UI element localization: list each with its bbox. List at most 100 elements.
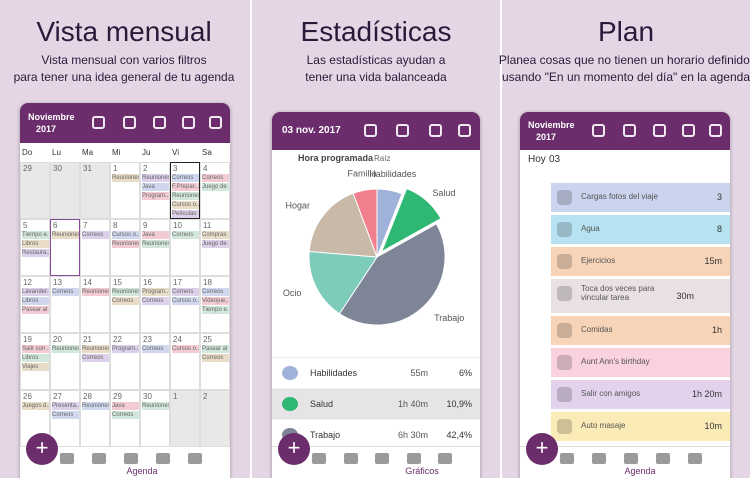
day-cell[interactable]: 17 Correos Cursos o... xyxy=(170,276,200,333)
year-label[interactable]: 2017 xyxy=(36,124,57,134)
toolbar-icon[interactable] xyxy=(92,116,105,129)
day-cell[interactable]: 13 Correos xyxy=(50,276,80,333)
day-cell[interactable]: 3 Correos F.Prepar... Reuniones Cursos o... P… xyxy=(170,162,200,219)
date-label[interactable]: 03 nov. 2017 xyxy=(282,125,341,136)
fab[interactable]: + xyxy=(26,433,58,465)
event: Películas xyxy=(172,210,199,218)
toolbar-icon[interactable] xyxy=(682,124,695,137)
nav-icon[interactable] xyxy=(92,453,106,464)
nav-icon[interactable] xyxy=(624,453,638,464)
month-label[interactable]: Noviembre xyxy=(28,112,75,122)
toolbar-icon[interactable] xyxy=(153,116,166,129)
toolbar-icon[interactable] xyxy=(429,124,442,137)
nav-label[interactable]: Agenda xyxy=(126,466,158,476)
task-time: 10m xyxy=(704,421,722,431)
day-cell[interactable]: 30 Reuniones xyxy=(140,390,170,447)
row-name: Habilidades xyxy=(310,368,358,378)
day-cell[interactable]: 6 Reuniones xyxy=(50,219,80,276)
task-card[interactable]: Cargas fotos del viaje 3 xyxy=(551,183,730,212)
task-card[interactable]: Aunt Ann's birthday xyxy=(551,348,730,377)
nav-label[interactable]: Agenda xyxy=(624,466,656,476)
task-name: Ejercicios xyxy=(581,256,616,265)
day-cell[interactable]: 30 xyxy=(50,162,80,219)
day-cell[interactable]: 21 Reuniones Correos xyxy=(80,333,110,390)
nav-icon[interactable] xyxy=(312,453,326,464)
day-cell[interactable]: 1 xyxy=(170,390,200,447)
day-cell[interactable]: 20 Reuniones xyxy=(50,333,80,390)
task-card[interactable]: Auto masaje 10m xyxy=(551,412,730,441)
nav-icon[interactable] xyxy=(124,453,138,464)
day-cell[interactable]: 2 xyxy=(200,390,230,447)
day-cell[interactable]: 18 Correos Videojue... Tiempo e... xyxy=(200,276,230,333)
task-card[interactable]: Agua 8 xyxy=(551,215,730,244)
day-cell[interactable]: 31 xyxy=(80,162,110,219)
day-cell[interactable]: 23 Correos xyxy=(140,333,170,390)
event: Correos xyxy=(202,288,229,296)
toolbar-icon[interactable] xyxy=(396,124,409,137)
event: Libros xyxy=(22,354,49,362)
day-cell[interactable]: 15 Reuniones Correos xyxy=(110,276,140,333)
nav-icon[interactable] xyxy=(406,453,421,464)
toolbar-icon[interactable] xyxy=(592,124,605,137)
day-cell[interactable]: 16 Program... Correos xyxy=(140,276,170,333)
toolbar-icon[interactable] xyxy=(364,124,377,137)
day-number: 15 xyxy=(113,278,122,287)
stat-row[interactable]: Habilidades 55m 6% xyxy=(272,357,480,388)
nav-icon[interactable] xyxy=(688,453,702,464)
task-icon xyxy=(557,387,572,402)
task-card[interactable]: Comidas 1h xyxy=(551,316,730,345)
day-cell[interactable]: 14 Reuniones xyxy=(80,276,110,333)
task-card[interactable]: Salir con amigos 1h 20m xyxy=(551,380,730,409)
day-cell[interactable]: 27 Presenta... Correos xyxy=(50,390,80,447)
toolbar-icon[interactable] xyxy=(123,116,136,129)
toolbar-icon[interactable] xyxy=(458,124,471,137)
nav-icon[interactable] xyxy=(156,453,170,464)
fab[interactable]: + xyxy=(278,433,310,465)
day-cell[interactable]: 9 Java Reuniones xyxy=(140,219,170,276)
day-cell[interactable]: 5 Tiempo e... Libros Restaura... xyxy=(20,219,50,276)
row-time: 6h 30m xyxy=(397,430,428,440)
month-label[interactable]: Noviembre xyxy=(528,120,575,130)
day-cell[interactable]: 24 Cursos o... xyxy=(170,333,200,390)
nav-icon[interactable] xyxy=(592,453,606,464)
year-label[interactable]: 2017 xyxy=(536,132,557,142)
fab[interactable]: + xyxy=(526,433,558,465)
day-cell[interactable]: 22 Program... xyxy=(110,333,140,390)
day-number: 20 xyxy=(53,335,62,344)
bottom-nav: Agenda + xyxy=(520,433,730,478)
toolbar-icon[interactable] xyxy=(182,116,195,129)
toolbar-icon[interactable] xyxy=(209,116,222,129)
event: Reuniones xyxy=(82,402,110,410)
day-number: 30 xyxy=(143,392,152,401)
nav-icon[interactable] xyxy=(560,453,574,464)
day-cell[interactable]: 10 Correos xyxy=(170,219,200,276)
nav-icon[interactable] xyxy=(375,453,390,464)
toolbar-icon[interactable] xyxy=(709,124,722,137)
day-cell[interactable]: 29 Java Correos xyxy=(110,390,140,447)
nav-icon[interactable] xyxy=(60,453,74,464)
day-number: 16 xyxy=(143,278,152,287)
day-cell[interactable]: 2 Reuniones Java Program... xyxy=(140,162,170,219)
task-card[interactable]: Toca dos veces para vincular tarea 30m xyxy=(551,279,730,313)
day-cell[interactable]: 1 Reuniones xyxy=(110,162,140,219)
day-cell[interactable]: 7 Correos xyxy=(80,219,110,276)
day-cell[interactable]: 28 Reuniones xyxy=(80,390,110,447)
nav-icon[interactable] xyxy=(188,453,202,464)
day-cell[interactable]: 29 xyxy=(20,162,50,219)
stat-row[interactable]: Salud 1h 40m 10,9% xyxy=(272,388,480,419)
toolbar-icon[interactable] xyxy=(653,124,666,137)
day-number: 10 xyxy=(173,221,182,230)
day-cell[interactable]: 8 Cursos o... Reuniones xyxy=(110,219,140,276)
task-card[interactable]: Ejercicios 15m xyxy=(551,247,730,276)
nav-label[interactable]: Gráficos xyxy=(405,466,439,476)
nav-icon[interactable] xyxy=(343,453,358,464)
nav-icon[interactable] xyxy=(438,453,453,464)
day-cell[interactable]: 19 Salir con ... Libros Viajes xyxy=(20,333,50,390)
pie-slice xyxy=(338,223,446,326)
nav-icon[interactable] xyxy=(656,453,670,464)
toolbar-icon[interactable] xyxy=(623,124,636,137)
